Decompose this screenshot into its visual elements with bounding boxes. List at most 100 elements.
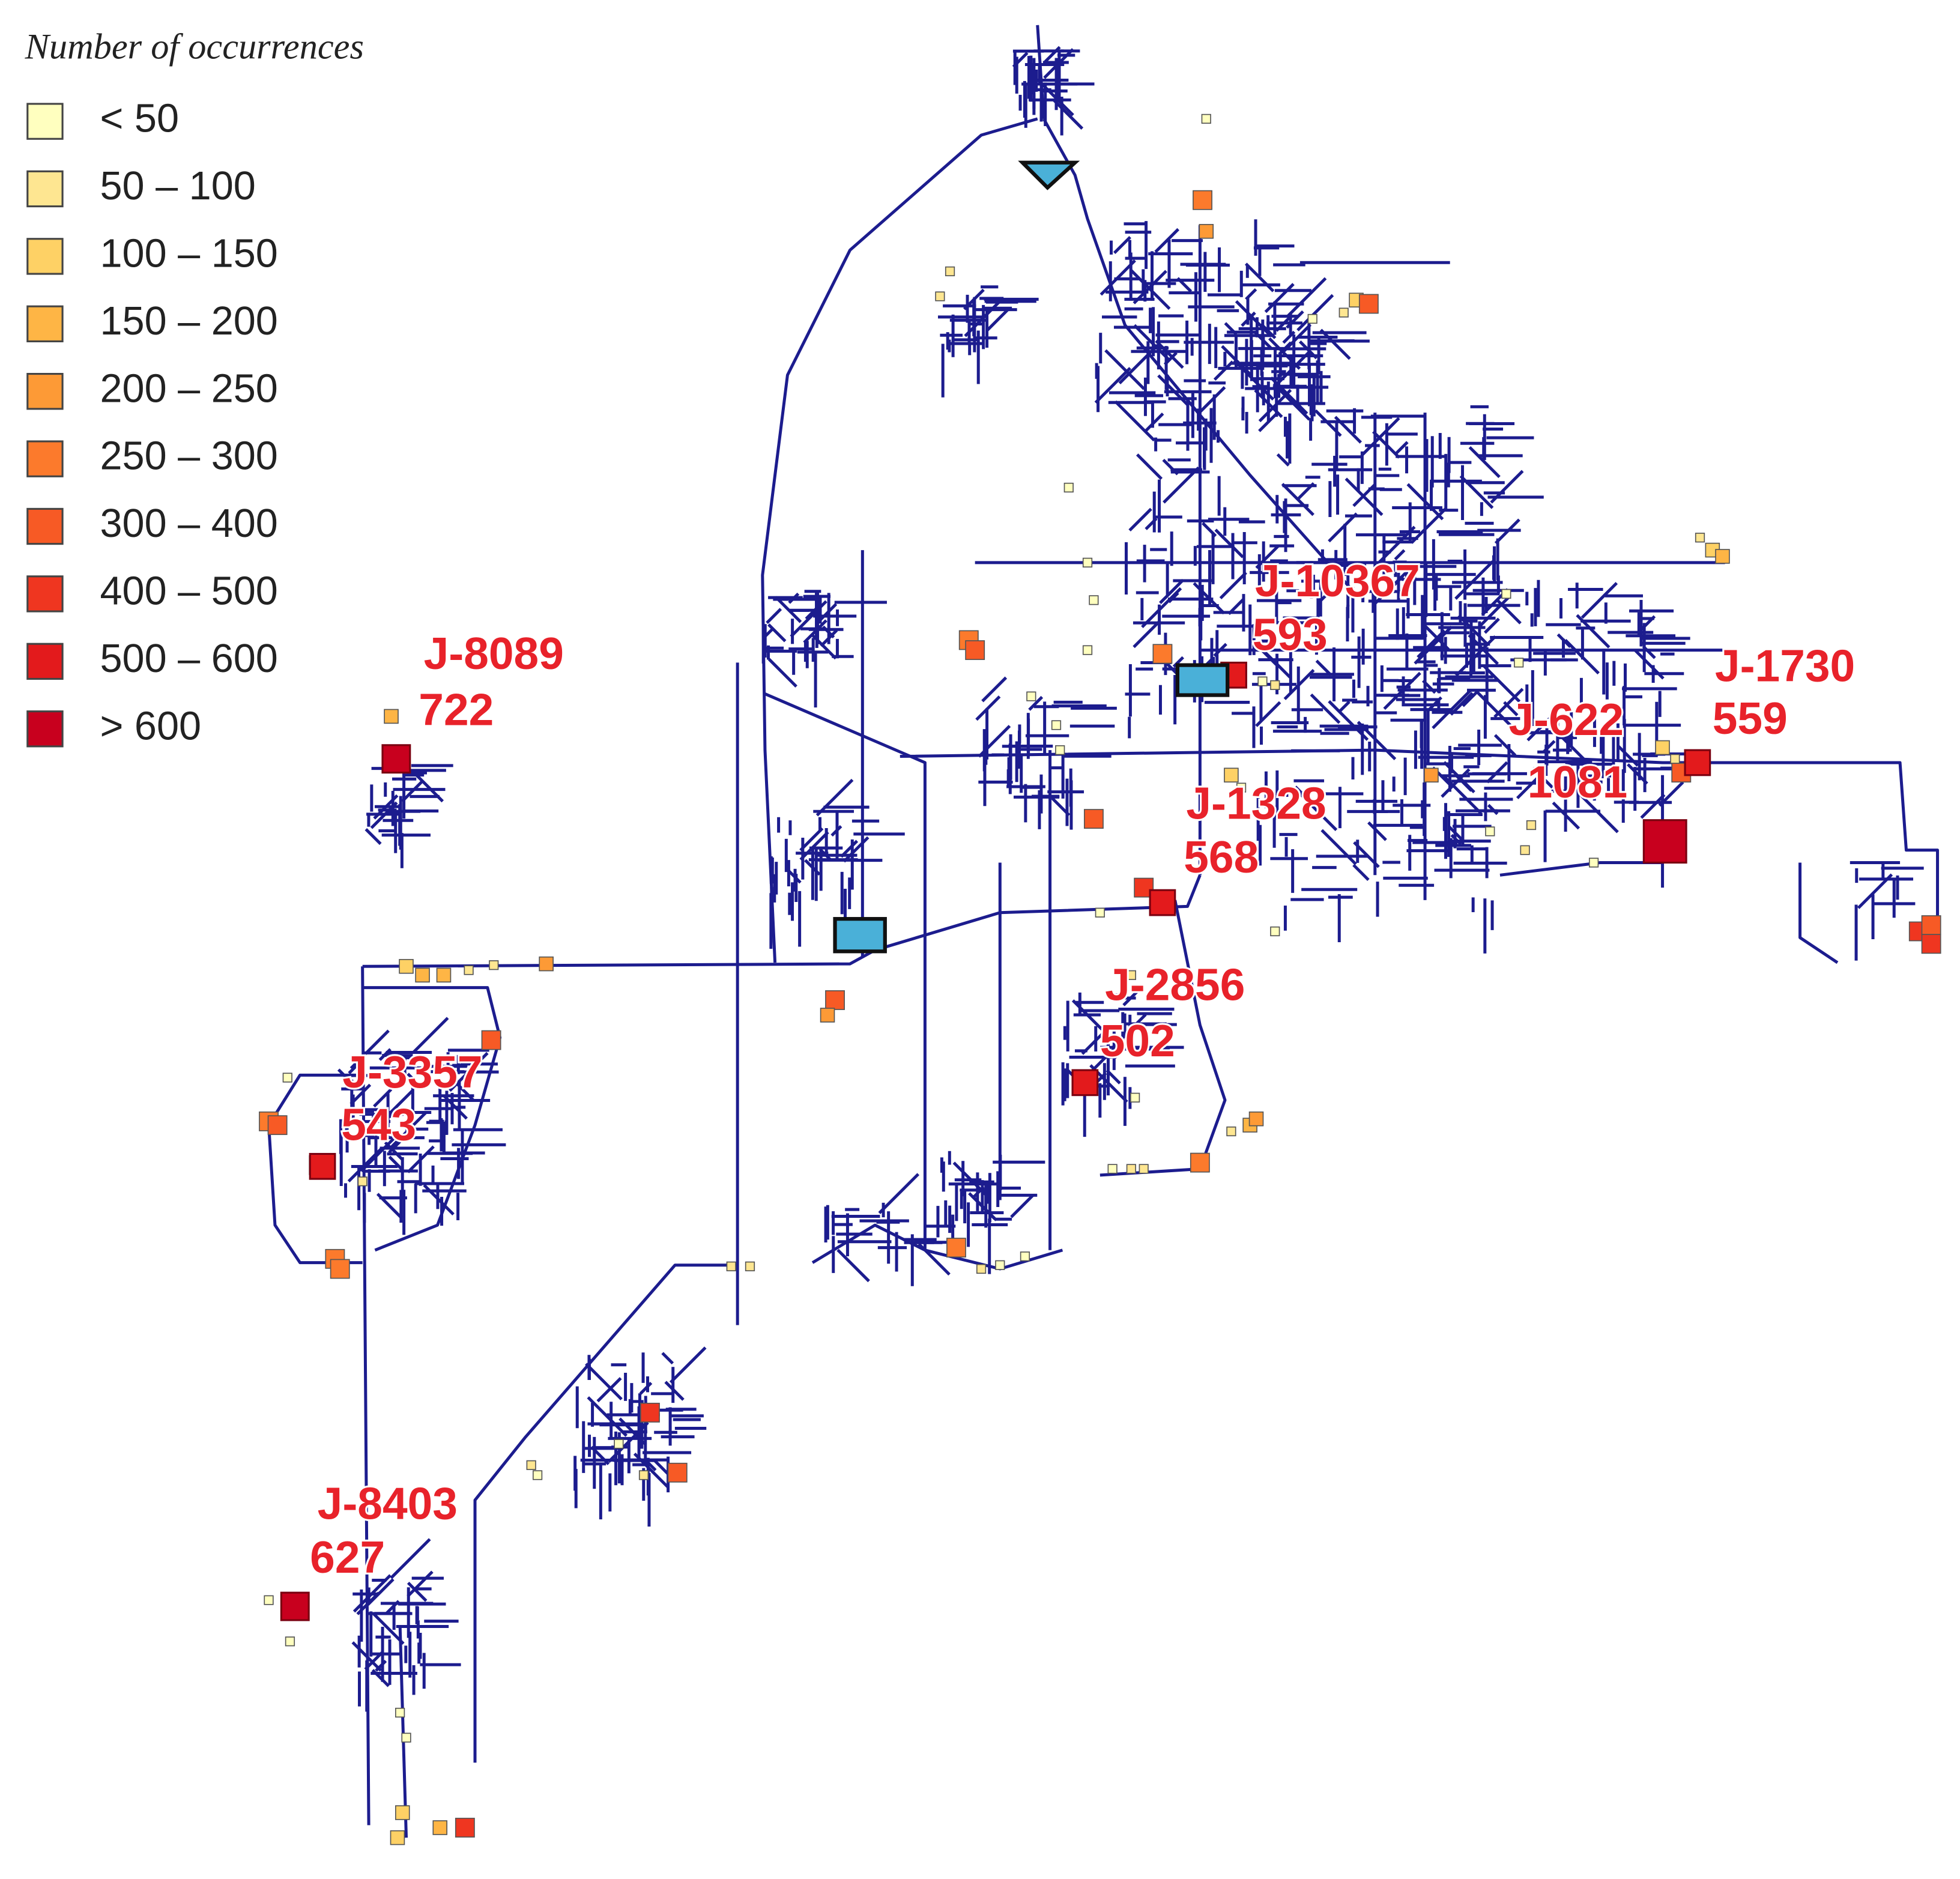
pipe (1417, 629, 1446, 659)
junction-marker (745, 1261, 755, 1271)
junction-marker (395, 1707, 405, 1718)
pipe (1122, 987, 1142, 1006)
pipe (596, 1377, 622, 1403)
junction-marker (1126, 1164, 1136, 1174)
legend-swatch (26, 103, 64, 140)
junction-id: J-2856 (1105, 959, 1245, 1009)
legend-title: Number of occurrences (25, 26, 364, 67)
junction-marker (489, 960, 499, 970)
junction-count: 722 (419, 685, 494, 735)
junction-marker (1520, 845, 1530, 855)
pipe (1145, 413, 1164, 432)
pipe (978, 725, 1011, 758)
pipe (1299, 792, 1338, 831)
pipe (373, 1088, 393, 1108)
pipe (1558, 734, 1594, 769)
pipe (1462, 689, 1480, 707)
junction-marker (945, 266, 955, 276)
pipe (1526, 716, 1552, 742)
junction-count: 568 (1184, 832, 1259, 882)
pipe (1197, 386, 1226, 415)
pipe (1468, 446, 1501, 479)
pipe (1516, 772, 1543, 799)
pipe (1283, 669, 1315, 700)
junction-marker (415, 967, 430, 983)
pipe (639, 1382, 653, 1395)
junction-marker (539, 956, 554, 972)
junction-id: J-10367 (1255, 555, 1420, 606)
junction-marker (309, 1152, 336, 1180)
junction-marker (1199, 223, 1214, 239)
junction-marker (1921, 915, 1941, 936)
pipe (1484, 617, 1500, 634)
pipe (790, 600, 827, 638)
pipe (1255, 701, 1281, 727)
legend-label: 400 – 500 (100, 569, 278, 614)
junction-marker (1089, 595, 1099, 605)
pipe (362, 874, 1202, 968)
pipe (1298, 340, 1318, 360)
junction-marker (285, 1636, 295, 1647)
pipe (407, 1073, 418, 1084)
junction-marker (267, 1115, 288, 1136)
junction-marker (1655, 740, 1670, 755)
pipe (1254, 331, 1273, 350)
pipe (349, 1029, 390, 1070)
pipe (1328, 512, 1358, 543)
junction-marker (481, 1030, 501, 1050)
pipe (410, 769, 444, 803)
pipe (1113, 236, 1131, 255)
pipe (1157, 374, 1190, 407)
junction-marker (1338, 307, 1349, 318)
tank (1018, 160, 1080, 190)
pipe (1394, 441, 1409, 456)
pipe (788, 592, 800, 604)
pipe (1104, 349, 1146, 390)
pipe (267, 1073, 363, 1265)
pipe (390, 1538, 431, 1579)
pipe (361, 966, 371, 1826)
junction-marker (1715, 549, 1730, 564)
junction-marker (1236, 782, 1247, 793)
pipe (1387, 575, 1404, 592)
pipe (804, 859, 821, 876)
junction-count: 543 (341, 1100, 416, 1150)
junction-marker (638, 1470, 649, 1480)
pipe (1130, 269, 1171, 310)
pipe (986, 308, 1009, 331)
pipe (1251, 640, 1278, 666)
pipe (1337, 700, 1351, 714)
junction-marker (1257, 676, 1268, 686)
legend-label: 50 – 100 (100, 164, 256, 208)
pipe (366, 1578, 395, 1606)
junction-id: J-622 (1508, 694, 1624, 745)
pipe (1296, 294, 1334, 331)
pipe (1155, 339, 1184, 369)
pipe (1579, 794, 1619, 834)
pipe (1798, 862, 1839, 964)
junction-marker (640, 1402, 660, 1423)
legend-label: 250 – 300 (100, 434, 278, 479)
junction-marker (1358, 294, 1379, 314)
pipe (1552, 801, 1580, 830)
pipe (975, 695, 1001, 721)
pipe (348, 1058, 364, 1074)
junction-marker (464, 965, 474, 975)
junction-id: J-1328 (1186, 778, 1326, 829)
pipe (1128, 507, 1152, 532)
pipe (1542, 740, 1556, 754)
pipe (766, 608, 782, 625)
pipe (1264, 283, 1295, 313)
pipe (1499, 861, 1663, 877)
pipe (805, 602, 823, 620)
pipe (364, 828, 382, 846)
junction-marker (965, 640, 985, 661)
pipe (842, 836, 870, 863)
pipe (351, 1641, 383, 1672)
pipe (1106, 1069, 1121, 1085)
pipe (1640, 793, 1666, 819)
junction-marker (1226, 1126, 1236, 1137)
pipe (1496, 599, 1522, 625)
legend-label: 500 – 600 (100, 637, 278, 681)
